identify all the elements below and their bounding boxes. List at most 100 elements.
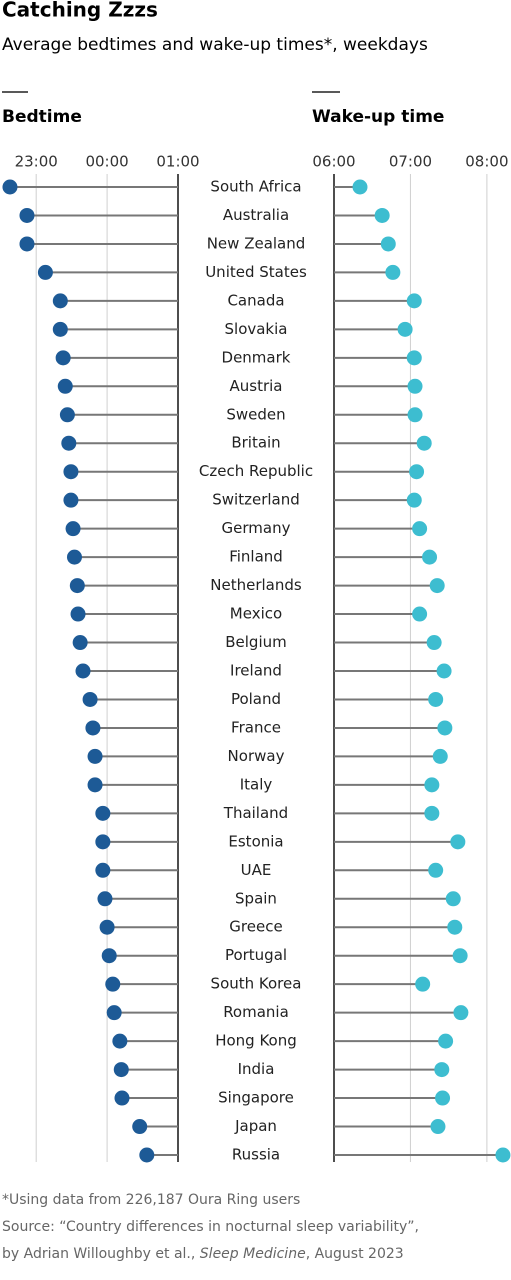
dot [435, 1090, 451, 1106]
dot [416, 435, 432, 451]
category-label: Estonia [228, 832, 283, 850]
dot [495, 1147, 511, 1163]
category-label: Britain [231, 434, 280, 452]
dot [112, 1033, 128, 1049]
dot [75, 663, 91, 679]
dot [352, 179, 368, 195]
dot [95, 834, 111, 850]
source-part: , August 2023 [306, 1246, 404, 1262]
dot [406, 492, 422, 508]
dot [2, 179, 18, 195]
panel-label: Bedtime [2, 107, 82, 127]
category-label: New Zealand [207, 234, 306, 252]
source-part: by Adrian Willoughby et al., [2, 1246, 200, 1262]
category-label: Czech Republic [199, 462, 313, 480]
x-tick-label: 01:00 [156, 153, 199, 171]
category-label: Finland [229, 548, 283, 566]
dot [132, 1119, 148, 1135]
category-label: Netherlands [210, 576, 302, 594]
category-label: Spain [235, 889, 277, 907]
panel-label: Wake-up time [312, 107, 444, 127]
category-label: Poland [231, 690, 281, 708]
x-tick-label: 07:00 [389, 153, 432, 171]
category-label: Italy [240, 775, 273, 793]
category-label: Singapore [218, 1089, 294, 1107]
chart-title: Catching Zzzs [2, 0, 158, 22]
dot [61, 435, 77, 451]
dot [105, 976, 121, 992]
dot [412, 606, 428, 622]
dot [114, 1090, 130, 1106]
dot [139, 1147, 155, 1163]
dot [429, 578, 445, 594]
dot [59, 407, 75, 423]
dot [397, 321, 413, 337]
x-tick-label: 06:00 [312, 153, 355, 171]
dot [37, 264, 53, 280]
dot [407, 407, 423, 423]
dot [452, 948, 468, 964]
dot [70, 606, 86, 622]
dot [52, 321, 68, 337]
dot [409, 464, 425, 480]
dot [426, 635, 442, 651]
category-label: UAE [241, 861, 272, 879]
dot [63, 464, 79, 480]
category-label: Canada [227, 291, 284, 309]
dot [57, 378, 73, 394]
source: Source: “Country differences in nocturna… [2, 1219, 419, 1235]
dot [407, 378, 423, 394]
category-label: Austria [230, 377, 283, 395]
dot [95, 805, 111, 821]
category-label: Greece [229, 918, 282, 936]
dot [436, 663, 452, 679]
dot [19, 236, 35, 252]
dot [85, 720, 101, 736]
dot [99, 919, 115, 935]
dot [374, 207, 390, 223]
dot [437, 720, 453, 736]
dot [113, 1062, 129, 1078]
category-label: Romania [223, 1003, 289, 1021]
x-tick-label: 00:00 [85, 153, 128, 171]
dot [438, 1033, 454, 1049]
dot [72, 635, 88, 651]
dot [69, 578, 85, 594]
dot [87, 777, 103, 793]
category-label: Thailand [223, 804, 288, 822]
dot [106, 1005, 122, 1021]
dot [101, 948, 117, 964]
category-label: Switzerland [212, 491, 300, 509]
dot [432, 748, 448, 764]
category-label: Belgium [225, 633, 287, 651]
category-label: Denmark [222, 348, 291, 366]
dot [19, 207, 35, 223]
dot [450, 834, 466, 850]
dot [66, 549, 82, 565]
category-label: Hong Kong [215, 1032, 297, 1050]
dot [406, 350, 422, 366]
category-label: Portugal [225, 946, 287, 964]
dot [430, 1119, 446, 1135]
footnote: *Using data from 226,187 Oura Ring users [2, 1192, 300, 1208]
dot [63, 492, 79, 508]
category-label: Germany [222, 519, 291, 537]
chart-subtitle: Average bedtimes and wake-up times*, wee… [2, 35, 428, 55]
x-tick-label: 08:00 [465, 153, 508, 171]
dot [434, 1062, 450, 1078]
category-label: France [231, 718, 281, 736]
category-label: Australia [223, 206, 289, 224]
dot [55, 350, 71, 366]
category-label: Ireland [230, 662, 282, 680]
dot [95, 862, 111, 878]
category-label: Russia [232, 1146, 280, 1164]
dot [424, 777, 440, 793]
dot [422, 549, 438, 565]
category-label: Japan [234, 1117, 277, 1135]
dot [380, 236, 396, 252]
dot [406, 293, 422, 309]
dot [415, 976, 431, 992]
dot [412, 521, 428, 537]
dot [82, 691, 98, 707]
dot [447, 919, 463, 935]
